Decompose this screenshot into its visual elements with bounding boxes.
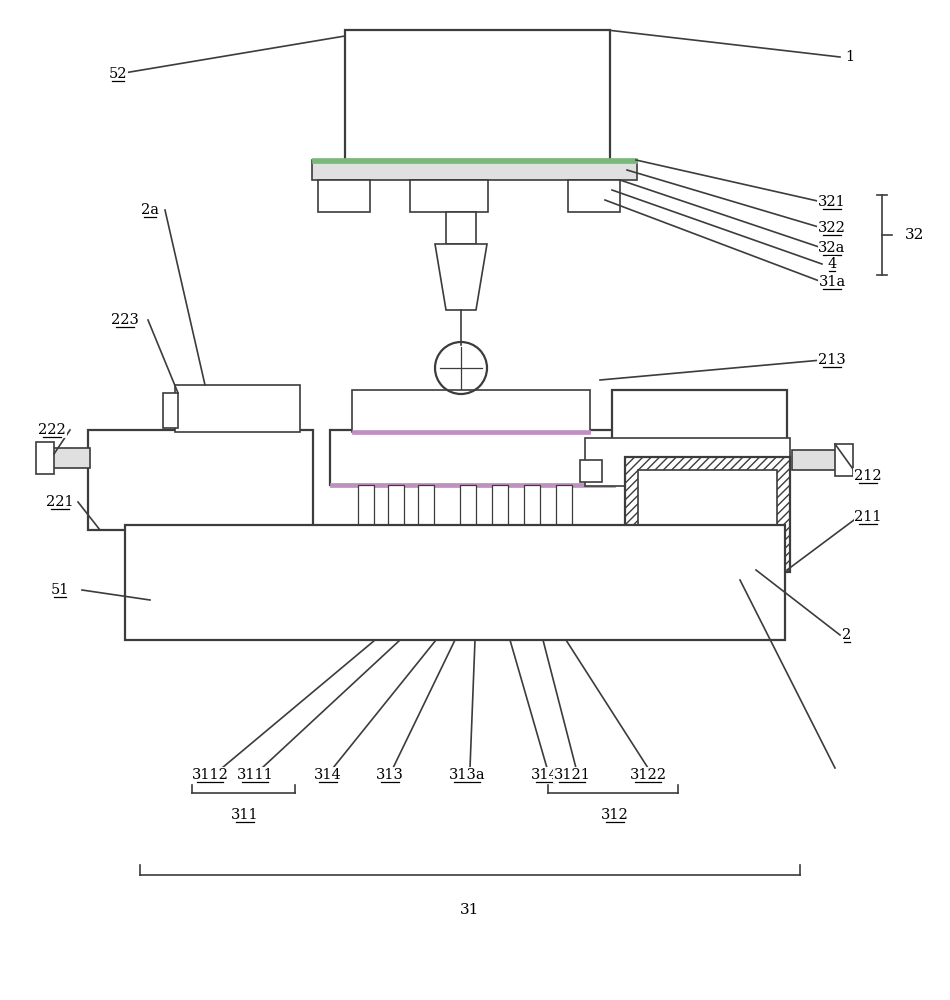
Bar <box>638 470 777 559</box>
Text: 311: 311 <box>231 808 258 822</box>
Bar <box>556 485 572 525</box>
Bar <box>612 390 787 440</box>
Text: 32a: 32a <box>818 241 846 255</box>
Bar <box>125 525 785 640</box>
Bar <box>318 180 370 212</box>
Text: 3111: 3111 <box>237 768 274 782</box>
Bar <box>52 448 90 468</box>
Text: 313: 313 <box>376 768 404 782</box>
Bar <box>524 485 540 525</box>
Text: 32: 32 <box>905 228 924 242</box>
Bar <box>585 438 790 486</box>
Bar <box>388 485 404 525</box>
Text: 3121: 3121 <box>554 768 591 782</box>
Text: 322: 322 <box>818 221 846 235</box>
Bar <box>568 180 620 212</box>
Text: 4: 4 <box>827 257 837 271</box>
Bar <box>358 485 374 525</box>
Text: 222: 222 <box>38 423 66 437</box>
Text: 52: 52 <box>108 67 127 81</box>
Text: 223: 223 <box>111 313 139 327</box>
Text: 3122: 3122 <box>630 768 667 782</box>
Text: 221: 221 <box>47 495 74 509</box>
Text: 211: 211 <box>854 510 882 524</box>
Bar <box>792 450 837 470</box>
Bar <box>352 390 590 432</box>
Bar <box>410 180 488 212</box>
Text: 312: 312 <box>601 808 629 822</box>
Bar <box>345 30 610 160</box>
Bar <box>418 485 434 525</box>
Text: 314: 314 <box>531 768 559 782</box>
Bar <box>312 158 637 163</box>
Bar <box>446 212 476 244</box>
Bar <box>580 460 602 482</box>
Bar <box>492 485 508 525</box>
Text: 313a: 313a <box>448 768 485 782</box>
Bar <box>625 457 790 572</box>
Text: 314: 314 <box>314 768 342 782</box>
Text: 2: 2 <box>843 628 851 642</box>
Text: 212: 212 <box>854 469 882 483</box>
Bar <box>175 385 300 432</box>
Bar <box>163 393 178 428</box>
Text: 321: 321 <box>818 195 846 209</box>
Bar <box>88 430 313 530</box>
Bar <box>835 444 853 476</box>
Text: 51: 51 <box>50 583 69 597</box>
Text: 31: 31 <box>461 903 480 917</box>
Polygon shape <box>435 244 487 310</box>
Text: 3112: 3112 <box>192 768 228 782</box>
Bar <box>460 485 476 525</box>
Text: 213: 213 <box>818 353 846 367</box>
Bar <box>330 483 615 487</box>
Bar <box>352 430 590 434</box>
Bar <box>36 442 54 474</box>
Text: 31a: 31a <box>818 275 846 289</box>
Bar <box>330 430 615 485</box>
Bar <box>312 160 637 180</box>
Text: 2a: 2a <box>141 203 159 217</box>
Text: 1: 1 <box>846 50 855 64</box>
